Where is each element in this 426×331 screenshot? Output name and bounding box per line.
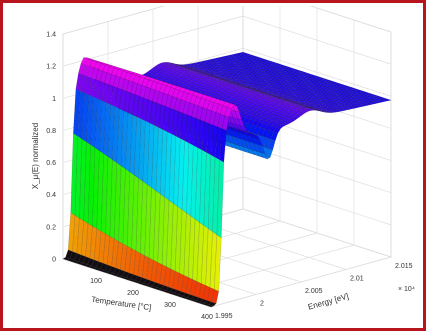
- z-tick-label: 0.4: [46, 192, 56, 199]
- x-tick-label: 400: [201, 314, 213, 321]
- y-tick-label: 2.005: [305, 288, 323, 295]
- x-axis-label: Temperature [°C]: [91, 295, 152, 312]
- z-tick-label: 1.4: [46, 32, 56, 39]
- axis-ticks: 0 0.2 0.4 0.6 0.8 1 1.2 1.4 100 200 300 400 1.995 2 2.…: [46, 32, 412, 322]
- y-gridline-floor: [242, 208, 392, 258]
- surface-plot: 0 0.2 0.4 0.6 0.8 1 1.2 1.4 100 200 300 400 1.995 2 2.…: [31, 6, 415, 322]
- y-tick-label: 2.015: [395, 263, 413, 270]
- y-tick-label: 2.01: [350, 276, 364, 283]
- z-tick-label: 0.8: [46, 128, 56, 135]
- x-tick-label: 300: [164, 302, 176, 309]
- y-gridline-floor: [197, 221, 347, 270]
- z-axis-label: X_μ(E) normalized: [31, 123, 40, 189]
- z-tick-label: 1: [52, 96, 56, 103]
- y-tick-label: 2: [260, 301, 264, 308]
- z-tick-label: 0.6: [46, 160, 56, 167]
- y-tick-label: 1.995: [215, 313, 233, 320]
- z-tick-label: 0.2: [46, 224, 56, 231]
- y-axis-exponent: × 10⁴: [398, 286, 415, 293]
- z-tick-label: 0: [52, 257, 56, 264]
- x-tick-label: 200: [127, 290, 139, 297]
- xanes-surface: [62, 52, 392, 308]
- x-tick-label: 100: [90, 278, 102, 285]
- surface-cell: [206, 304, 214, 308]
- z-tick-label: 1.2: [46, 64, 56, 71]
